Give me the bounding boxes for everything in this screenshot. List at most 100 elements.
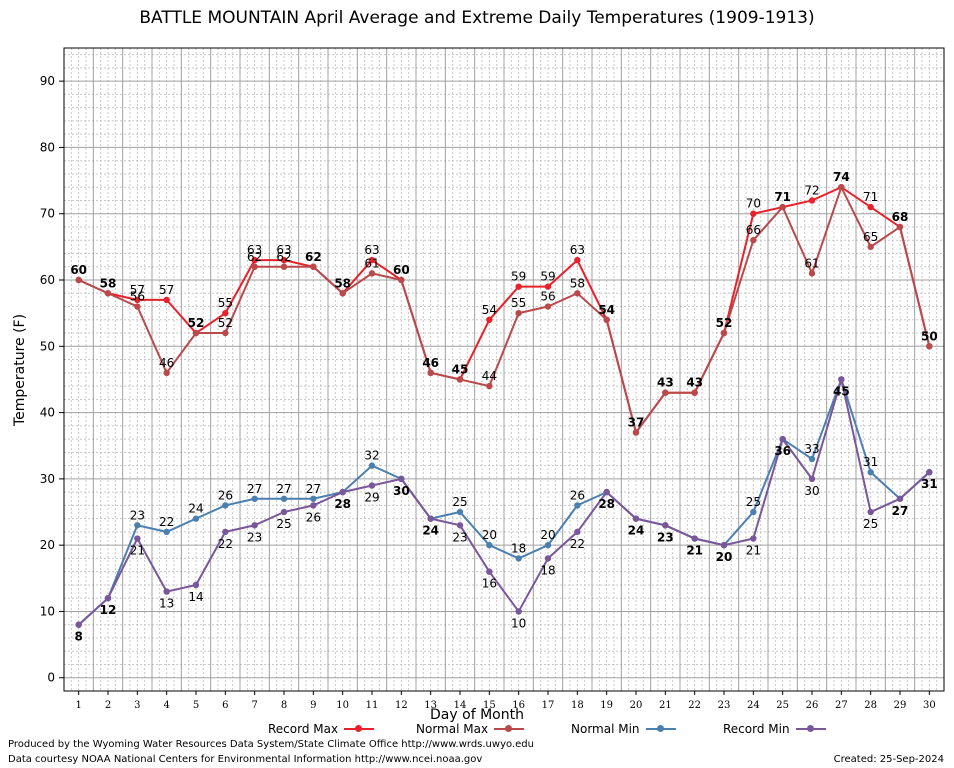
data-label: 66: [746, 223, 761, 237]
legend-item-normal-min: Normal Min: [571, 722, 676, 736]
footer-producer: Produced by the Wyoming Water Resources …: [8, 739, 534, 750]
x-tick-label: 24: [747, 700, 760, 711]
x-tick-label: 4: [163, 700, 169, 711]
x-tick-label: 14: [454, 700, 467, 711]
data-point-normal-min: [192, 515, 200, 522]
data-point-normal-min: [456, 508, 464, 516]
data-label: 43: [686, 376, 703, 390]
data-point-record-min: [398, 475, 405, 483]
data-label: 27: [276, 482, 291, 496]
data-label: 24: [422, 524, 439, 538]
legend-label: Normal Min: [571, 722, 640, 736]
data-point-record-min: [691, 535, 698, 542]
data-label: 32: [364, 449, 379, 463]
data-point-record-min: [896, 495, 904, 502]
data-label: 71: [863, 190, 878, 204]
data-point-normal-min: [808, 455, 816, 463]
data-label: 21: [130, 544, 145, 558]
data-label: 65: [863, 230, 878, 244]
data-point-record-min: [339, 488, 346, 496]
x-tick-label: 6: [222, 700, 228, 711]
data-label: 25: [452, 495, 467, 509]
data-point-record-min: [134, 535, 141, 542]
data-label: 63: [276, 243, 291, 257]
plot-frame: [63, 47, 945, 692]
legend-item-record-min: Record Min: [723, 722, 826, 736]
data-label: 58: [100, 276, 117, 290]
data-label: 12: [100, 603, 117, 617]
chart-legend: Record Max Normal Max Normal Min Record …: [0, 722, 954, 740]
legend-swatch: [344, 724, 375, 734]
data-label: 54: [598, 303, 615, 317]
data-point-normal-max: [926, 343, 933, 350]
data-point-record-min: [515, 608, 522, 615]
data-point-normal-max: [515, 309, 522, 317]
data-label: 28: [598, 497, 615, 511]
data-point-record-min: [574, 528, 581, 536]
data-point-normal-min: [515, 555, 522, 562]
data-point-normal-max: [310, 263, 317, 270]
legend-swatch: [645, 724, 676, 734]
data-label: 62: [247, 250, 262, 264]
data-label: 25: [276, 517, 291, 531]
data-label: 28: [334, 497, 351, 511]
data-point-normal-min: [222, 502, 229, 509]
x-tick-label: 11: [366, 700, 379, 711]
data-label: 43: [657, 376, 674, 390]
data-label: 27: [892, 504, 909, 518]
x-tick-label: 22: [688, 700, 701, 711]
data-point-record-min: [632, 515, 640, 522]
data-point-normal-min: [544, 541, 552, 549]
data-label: 60: [70, 263, 87, 277]
data-point-normal-max: [280, 263, 288, 270]
data-label: 13: [159, 597, 174, 611]
data-point-normal-max: [251, 263, 258, 270]
data-point-record-min: [163, 588, 170, 595]
data-point-record-min: [486, 568, 493, 575]
data-label: 24: [628, 524, 645, 538]
data-point-record-max: [574, 256, 581, 264]
data-label: 54: [482, 303, 497, 317]
data-point-normal-max: [750, 237, 757, 244]
chart-title: BATTLE MOUNTAIN April Average and Extrem…: [139, 8, 815, 28]
data-point-normal-min: [368, 462, 376, 469]
data-point-normal-max: [808, 270, 816, 277]
data-point-record-min: [251, 522, 258, 529]
data-label: 46: [159, 356, 174, 370]
x-tick-label: 15: [483, 700, 496, 711]
data-point-normal-min: [280, 495, 288, 502]
legend-item-record-max: Record Max: [268, 722, 375, 736]
data-label: 18: [540, 563, 555, 577]
data-label: 26: [218, 488, 233, 502]
data-point-normal-max: [691, 389, 698, 396]
data-label: 45: [452, 362, 469, 376]
x-tick-label: 5: [193, 700, 199, 711]
data-point-record-max: [280, 256, 288, 264]
data-label: 57: [130, 283, 145, 297]
data-point-record-max: [867, 203, 874, 211]
x-tick-label: 9: [310, 700, 316, 711]
data-point-normal-max: [192, 329, 200, 337]
y-tick-label: 90: [40, 74, 55, 88]
data-point-record-min: [867, 508, 874, 516]
series-line-normal-max: [78, 184, 931, 435]
data-label: 23: [452, 530, 467, 544]
data-point-record-min: [427, 515, 434, 522]
data-label: 62: [305, 250, 322, 264]
data-label: 25: [863, 517, 878, 531]
y-tick-label: 50: [40, 339, 55, 353]
data-point-normal-max: [75, 276, 82, 284]
data-point-normal-max: [104, 290, 112, 297]
data-label: 20: [540, 528, 555, 542]
data-point-record-min: [926, 469, 933, 476]
x-tick-label: 18: [571, 700, 584, 711]
data-point-record-min: [104, 594, 112, 602]
data-point-normal-max: [368, 270, 376, 277]
data-point-normal-max: [486, 382, 493, 390]
data-label: 29: [364, 491, 379, 505]
data-label: 20: [716, 550, 733, 564]
footer-created: Created: 25-Sep-2024: [833, 754, 944, 765]
data-label: 23: [247, 530, 262, 544]
data-point-normal-max: [134, 303, 141, 310]
